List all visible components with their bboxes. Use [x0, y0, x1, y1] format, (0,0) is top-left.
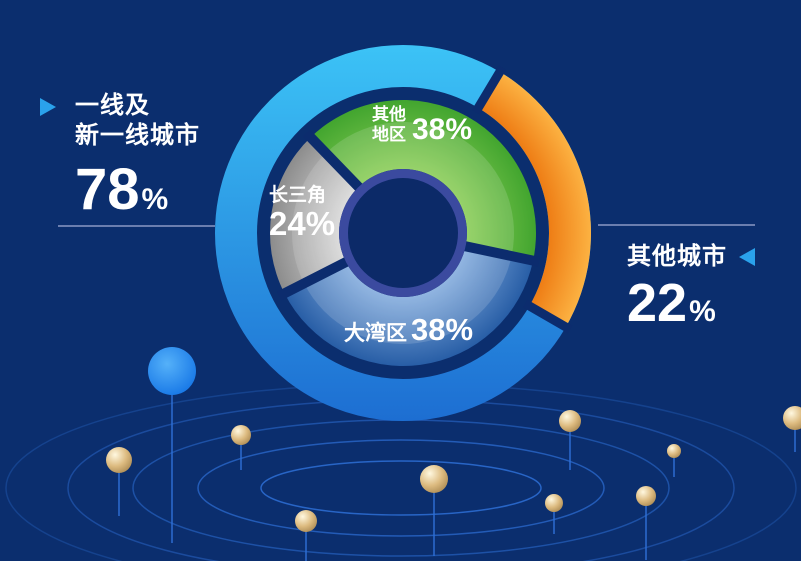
other-regions-name-line2: 地区	[372, 125, 406, 144]
right-divider-line	[598, 224, 755, 226]
left-callout-value: 78	[75, 157, 140, 222]
right-callout: 其他城市 22 %	[598, 224, 798, 330]
other-regions-value: 38%	[412, 113, 473, 146]
left-callout: 一线及 新一线城市 78 %	[40, 91, 240, 219]
segment-label-greater-bay: 大湾区 38%	[344, 312, 473, 348]
left-divider-line	[58, 225, 215, 227]
yangtze-delta-value: 24%	[269, 205, 336, 242]
left-callout-title-line2: 新一线城市	[75, 122, 200, 149]
right-callout-unit: %	[689, 295, 716, 328]
other-regions-name-line1: 其他	[372, 105, 406, 124]
right-callout-title: 其他城市	[627, 243, 727, 270]
segment-label-yangtze-delta: 长三角 24%	[269, 185, 335, 241]
greater-bay-name: 大湾区	[344, 322, 407, 345]
left-arrow-icon	[739, 248, 755, 266]
greater-bay-value: 38%	[411, 312, 474, 347]
yangtze-delta-name: 长三角	[269, 185, 327, 206]
right-arrow-icon	[40, 98, 56, 116]
segment-label-other-regions: 其他 地区 38%	[372, 105, 472, 145]
left-callout-title-line1: 一线及	[75, 92, 150, 119]
left-callout-unit: %	[141, 183, 169, 216]
right-callout-value: 22	[627, 273, 688, 333]
